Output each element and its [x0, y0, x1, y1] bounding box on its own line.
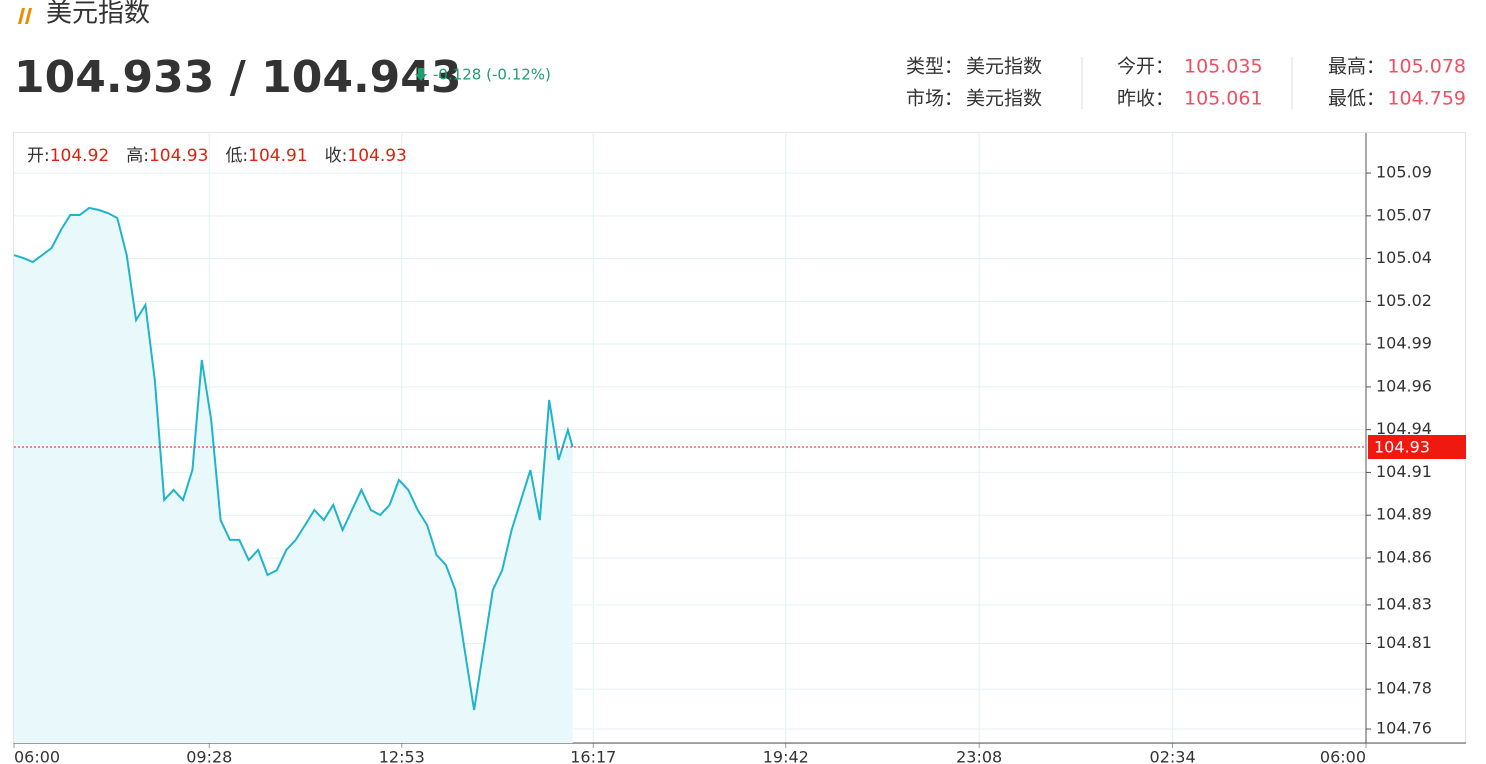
x-tick-label: 02:34 [1150, 748, 1196, 764]
stat-text: 美元指数 [966, 88, 1042, 110]
ohlc-label: 低: [225, 146, 248, 166]
x-tick-label: 16:17 [570, 748, 616, 764]
y-tick-label: 104.91 [1376, 462, 1432, 481]
y-tick-label: 105.07 [1376, 205, 1432, 224]
ohlc-value: 104.93 [149, 146, 208, 166]
y-tick-label: 104.83 [1376, 594, 1432, 613]
stat-label: 最高： [1328, 56, 1385, 78]
ohlc-value: 104.92 [50, 146, 109, 166]
stat-text: 美元指数 [966, 56, 1042, 78]
y-tick-label: 105.04 [1376, 248, 1432, 267]
y-tick-label: 104.78 [1376, 679, 1432, 698]
change: -0.128 (-0.12%) [433, 66, 551, 84]
stat-value: 105.078 [1387, 56, 1466, 78]
stat-value: 104.759 [1387, 88, 1466, 110]
y-tick-label: 105.02 [1376, 291, 1432, 310]
price: 104.933 / 104.943 [14, 52, 462, 103]
x-tick-label: 06:00 [1320, 748, 1366, 764]
title: 美元指数 [46, 0, 150, 29]
ohlc-label: 收: [325, 146, 348, 166]
area [14, 207, 573, 743]
stat-label: 今开： [1117, 56, 1174, 78]
y-tick-label: 104.96 [1376, 376, 1432, 395]
y-tick-label: 104.89 [1376, 505, 1432, 524]
stat-label: 最低： [1328, 88, 1385, 110]
current-price-box [1368, 435, 1466, 460]
stat-label: 市场： [906, 88, 963, 110]
y-tick-label: 104.86 [1376, 547, 1432, 566]
ohlc-value: 104.93 [347, 146, 406, 166]
ohlc-label: 高: [126, 146, 149, 166]
x-tick-label: 06:00 [14, 748, 60, 764]
y-tick-label: 104.99 [1376, 334, 1432, 353]
stat-label: 昨收： [1117, 88, 1174, 110]
down-arrow [415, 68, 427, 81]
x-tick-label: 09:28 [186, 748, 232, 764]
y-tick-label: 105.09 [1376, 163, 1432, 182]
title-icon [18, 8, 32, 24]
y-tick-label: 104.76 [1376, 719, 1432, 738]
y-tick-label: 104.81 [1376, 633, 1432, 652]
x-tick-label: 12:53 [379, 748, 425, 764]
x-tick-label: 23:08 [956, 748, 1002, 764]
stat-label: 类型： [906, 56, 963, 78]
ohlc-label: 开: [27, 146, 50, 166]
y-tick-label: 104.94 [1376, 419, 1432, 438]
ohlc-value: 104.91 [248, 146, 307, 166]
x-tick-label: 19:42 [763, 748, 809, 764]
current-price-label: 104.93 [1374, 438, 1430, 457]
stat-value: 105.061 [1184, 88, 1263, 110]
price-line-series [13, 206, 574, 711]
stat-value: 105.035 [1184, 56, 1263, 78]
